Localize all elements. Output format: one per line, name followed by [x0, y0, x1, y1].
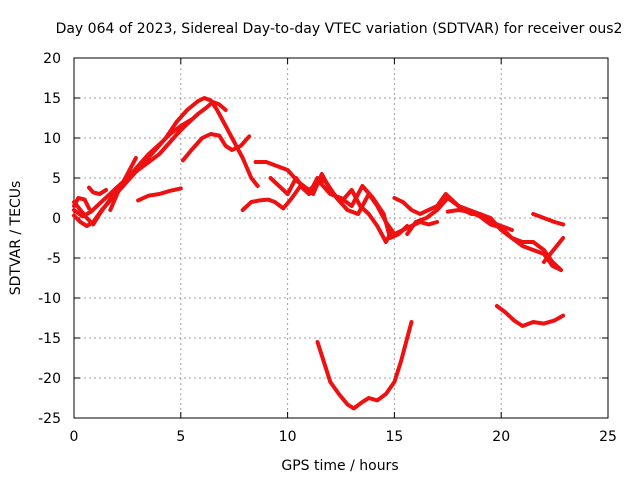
plot-frame	[73, 57, 609, 419]
y-tick-label: 15	[43, 91, 61, 107]
y-tick-label: -20	[38, 371, 61, 387]
y-tick-label: 10	[43, 131, 61, 147]
x-axis-label: GPS time / hours	[281, 458, 398, 474]
series-arc-14	[445, 208, 563, 272]
series-arc-2	[72, 100, 228, 219]
y-tick-label: 0	[52, 211, 61, 227]
series-arc-15	[531, 212, 566, 227]
y-tick-label: 20	[43, 51, 61, 67]
y-tick-label: -10	[38, 291, 61, 307]
y-axis: -25 -20 -15 -10 -5 0 5 10 15 20	[38, 51, 608, 427]
y-tick-label: -15	[38, 331, 61, 347]
series-arc-6	[108, 156, 138, 212]
series-arc-18	[315, 320, 414, 411]
series-arc-17	[494, 304, 566, 328]
x-tick-label: 20	[492, 429, 510, 445]
grid	[74, 58, 608, 418]
series-arc-5	[87, 185, 108, 196]
series-arc-1	[72, 96, 260, 228]
x-tick-label: 0	[70, 429, 79, 445]
series-arc-13	[405, 196, 563, 272]
series-arc-11	[268, 172, 393, 244]
x-tick-label: 15	[385, 429, 403, 445]
series-group	[72, 96, 566, 411]
y-tick-label: -25	[38, 411, 61, 427]
series-arc-8	[180, 132, 252, 163]
y-tick-label: -5	[47, 251, 61, 267]
chart-title: Day 064 of 2023, Sidereal Day-to-day VTE…	[56, 21, 623, 37]
series-arc-4	[72, 196, 91, 211]
x-tick-label: 25	[599, 429, 617, 445]
y-tick-label: 5	[52, 171, 61, 187]
x-tick-label: 10	[279, 429, 297, 445]
series-arc-7	[136, 186, 183, 203]
y-axis-label: SDTVAR / TECUs	[8, 181, 24, 296]
series-arc-10	[253, 160, 410, 240]
series-arc-16	[541, 236, 566, 264]
x-tick-label: 5	[176, 429, 185, 445]
x-axis: 0 5 10 15 20 25	[70, 58, 617, 445]
